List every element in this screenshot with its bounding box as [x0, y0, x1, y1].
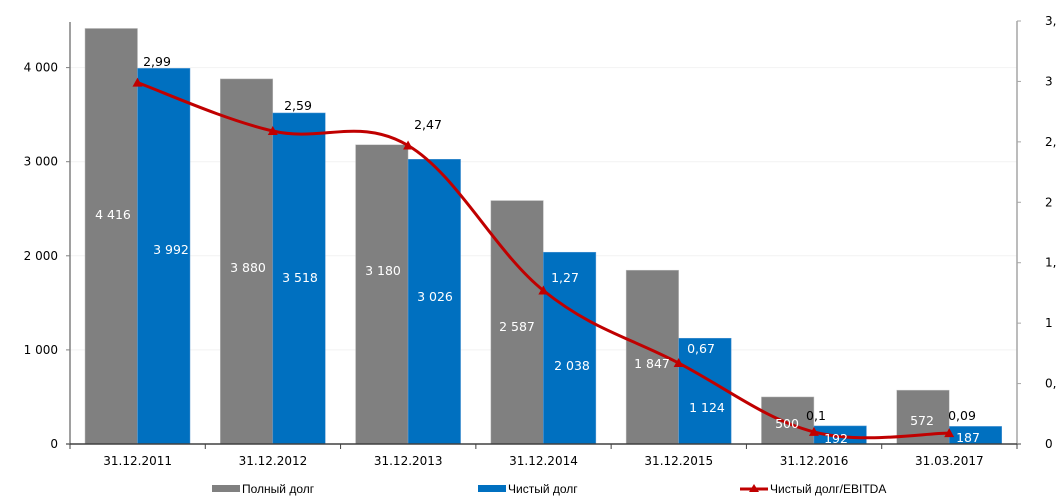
legend-swatch-chisty-dolg [478, 485, 506, 492]
data-label-ratio: 2,99 [143, 54, 171, 69]
y-left-tick-label: 2 000 [24, 249, 58, 263]
x-tick-label: 31.12.2011 [103, 454, 172, 468]
y-right-tick-label: 0 [1045, 437, 1053, 451]
x-tick-label: 31.12.2015 [644, 454, 713, 468]
data-label-polny-dolg: 2 587 [499, 319, 535, 334]
data-label-chisty-dolg: 3 026 [417, 289, 453, 304]
data-label-polny-dolg: 572 [910, 413, 934, 428]
data-label-ratio: 2,47 [414, 117, 442, 132]
y-right-tick-label: 1 [1045, 316, 1053, 330]
data-label-polny-dolg: 500 [775, 416, 799, 431]
data-label-polny-dolg: 3 880 [230, 260, 266, 275]
y-right-tick-label: 3,5 [1045, 14, 1057, 28]
x-tick-label: 31.03.2017 [915, 454, 984, 468]
y-left-tick-label: 1 000 [24, 343, 58, 357]
data-label-polny-dolg: 1 847 [634, 356, 670, 371]
y-left-tick-label: 0 [50, 437, 58, 451]
bar-polny-dolg [356, 145, 409, 444]
data-label-ratio: 0,09 [948, 408, 976, 423]
legend-swatch-polny-dolg [212, 485, 240, 492]
y-right-tick-label: 0,5 [1045, 377, 1057, 391]
x-tick-label: 31.12.2014 [509, 454, 578, 468]
y-right-tick-label: 2 [1045, 195, 1053, 209]
data-label-ratio: 2,59 [284, 98, 312, 113]
bar-polny-dolg [85, 28, 138, 444]
x-tick-label: 31.12.2013 [374, 454, 443, 468]
data-label-ratio: 0,1 [806, 408, 826, 423]
data-label-chisty-dolg: 192 [824, 431, 848, 446]
data-label-polny-dolg: 4 416 [95, 207, 131, 222]
legend-label-chisty-dolg: Чистый долг [508, 482, 578, 496]
data-label-polny-dolg: 3 180 [365, 263, 401, 278]
data-label-ratio: 0,67 [687, 341, 715, 356]
y-right-tick-label: 3 [1045, 74, 1053, 88]
data-label-chisty-dolg: 187 [956, 430, 980, 445]
y-right-tick-label: 2,5 [1045, 135, 1057, 149]
data-label-chisty-dolg: 1 124 [689, 400, 725, 415]
y-left-tick-label: 3 000 [24, 155, 58, 169]
data-label-ratio: 1,27 [551, 270, 579, 285]
legend-label-polny-dolg: Полный долг [242, 482, 315, 496]
data-label-chisty-dolg: 3 518 [282, 270, 318, 285]
y-right-tick-label: 1,5 [1045, 256, 1057, 270]
x-tick-label: 31.12.2016 [780, 454, 849, 468]
data-label-chisty-dolg: 2 038 [554, 358, 590, 373]
legend-label-ebitda: Чистый долг/EBITDA [770, 482, 886, 496]
x-tick-label: 31.12.2012 [239, 454, 308, 468]
data-label-chisty-dolg: 3 992 [153, 242, 189, 257]
y-left-tick-label: 4 000 [24, 61, 58, 75]
